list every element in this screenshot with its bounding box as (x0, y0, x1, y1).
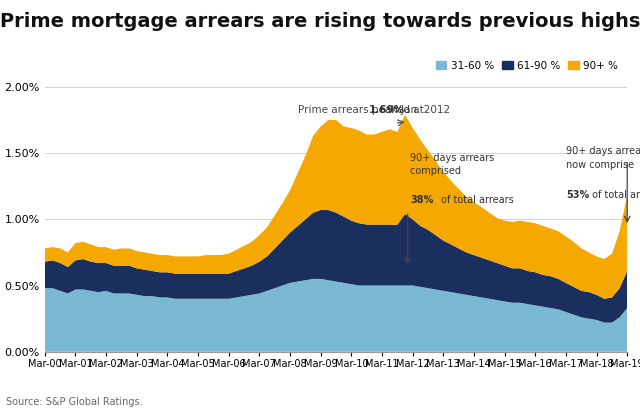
Text: 1.69%: 1.69% (369, 105, 405, 115)
Text: Prime arrears peaked at: Prime arrears peaked at (298, 105, 427, 115)
Text: of total arrears: of total arrears (589, 190, 640, 200)
Legend: 31-60 %, 61-90 %, 90+ %: 31-60 %, 61-90 %, 90+ % (432, 56, 622, 75)
Text: Source: S&P Global Ratings.: Source: S&P Global Ratings. (6, 397, 143, 407)
Text: 38%: 38% (410, 196, 434, 205)
Text: 53%: 53% (566, 190, 589, 200)
Text: Prime mortgage arrears are rising towards previous highs: Prime mortgage arrears are rising toward… (0, 12, 640, 31)
Text: in Jan. 2012: in Jan. 2012 (385, 105, 450, 115)
Text: 90+ days arrears
now comprise: 90+ days arrears now comprise (566, 146, 640, 170)
Text: of total arrears: of total arrears (438, 196, 514, 205)
Text: 90+ days arrears
comprised: 90+ days arrears comprised (410, 153, 495, 176)
